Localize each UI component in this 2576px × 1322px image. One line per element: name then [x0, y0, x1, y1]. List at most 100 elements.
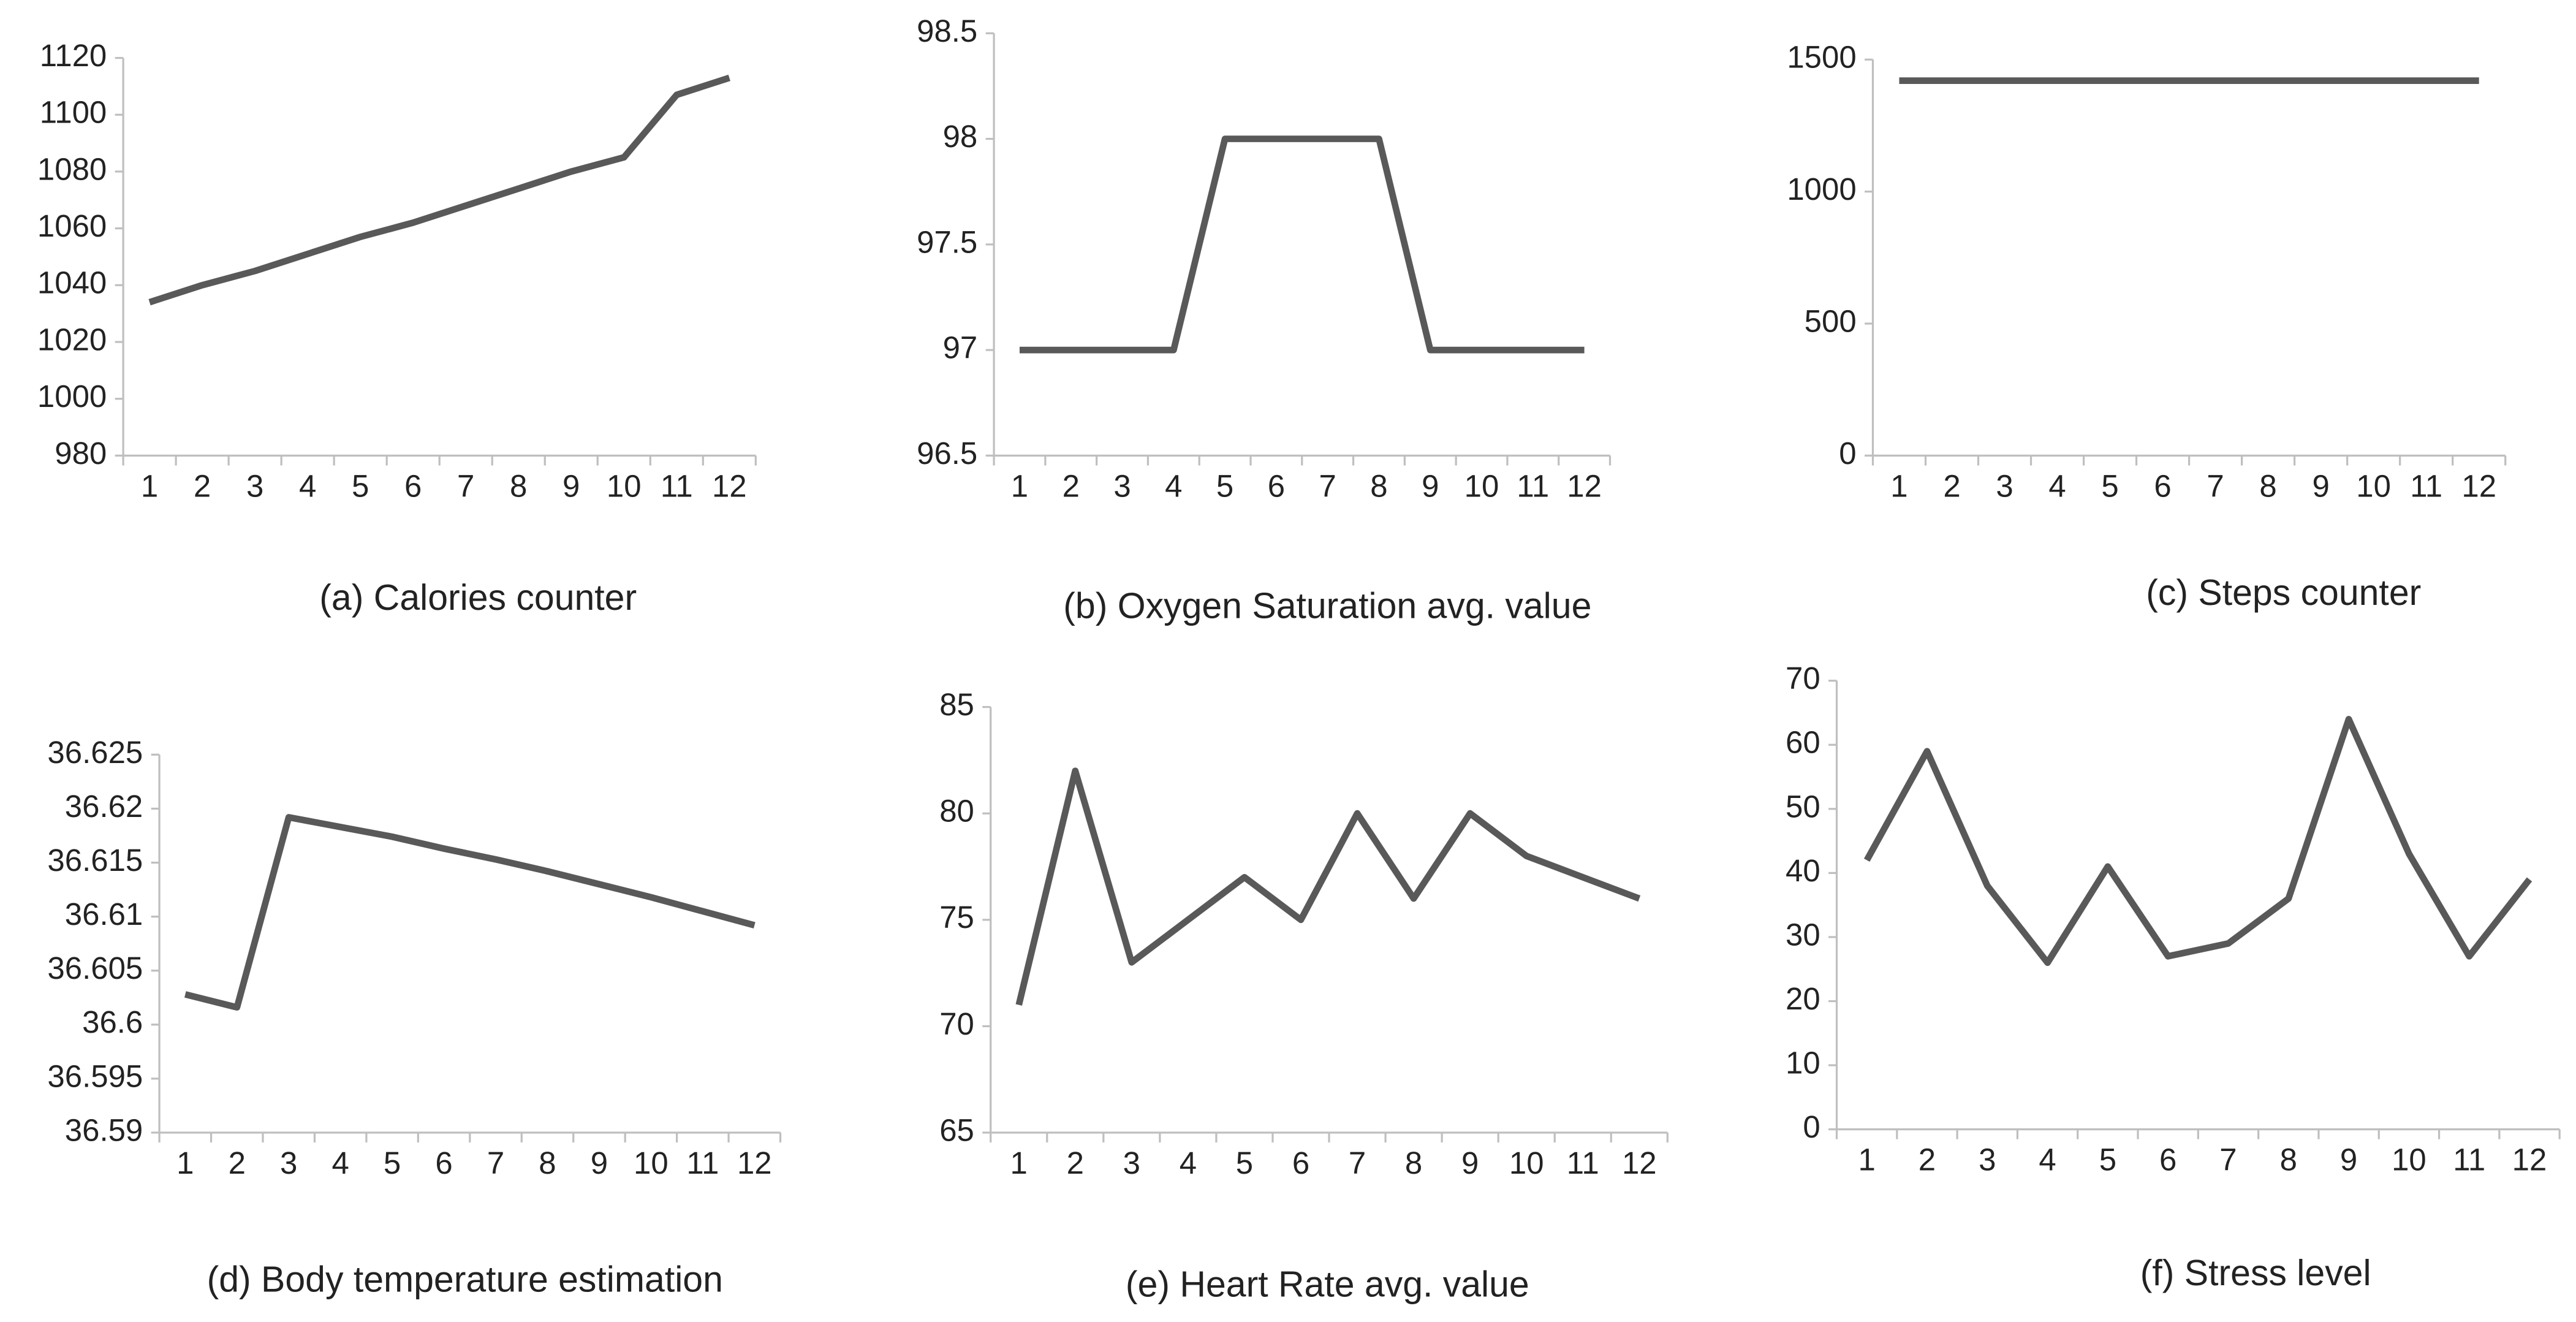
x-tick-label: 9: [591, 1145, 608, 1180]
x-tick-label: 9: [1461, 1145, 1479, 1180]
y-tick-label: 1060: [37, 208, 107, 243]
y-tick-label: 60: [1786, 725, 1820, 760]
y-tick-label: 36.605: [47, 951, 143, 986]
y-tick-label: 36.61: [65, 897, 143, 932]
x-tick-label: 3: [246, 468, 263, 503]
x-tick-label: 7: [2219, 1142, 2237, 1177]
x-tick-label: 11: [2453, 1142, 2485, 1177]
y-tick-label: 30: [1786, 917, 1820, 952]
x-tick-label: 4: [299, 468, 316, 503]
x-tick-label: 11: [686, 1145, 719, 1180]
x-tick-label: 11: [2410, 468, 2442, 503]
x-tick-label: 5: [352, 468, 369, 503]
y-tick-label: 97.5: [917, 224, 977, 259]
y-tick-label: 1120: [40, 38, 107, 73]
x-tick-label: 12: [712, 468, 747, 503]
x-tick-label: 3: [1979, 1142, 1996, 1177]
data-line: [184, 814, 756, 1011]
x-tick-label: 11: [1567, 1145, 1599, 1180]
x-tick-label: 3: [1123, 1145, 1140, 1180]
x-tick-label: 6: [435, 1145, 452, 1180]
x-tick-label: 4: [2039, 1142, 2056, 1177]
y-tick-label: 36.6: [82, 1005, 143, 1039]
x-tick-label: 7: [457, 468, 474, 503]
x-tick-label: 6: [2159, 1142, 2176, 1177]
caption: (a) Calories counter: [319, 578, 637, 618]
y-tick-label: 65: [939, 1112, 974, 1147]
x-tick-label: 8: [539, 1145, 556, 1180]
x-tick-label: 10: [1464, 468, 1499, 503]
x-tick-label: 3: [280, 1145, 297, 1180]
x-tick-label: 9: [563, 468, 580, 503]
x-tick-label: 6: [1268, 468, 1285, 503]
x-tick-label: 5: [1236, 1145, 1253, 1180]
x-tick-label: 7: [487, 1145, 504, 1180]
y-tick-label: 36.59: [65, 1112, 143, 1147]
x-tick-label: 1: [141, 468, 158, 503]
caption: (d) Body temperature estimation: [207, 1260, 723, 1300]
x-tick-label: 5: [2099, 1142, 2116, 1177]
x-tick-label: 8: [1405, 1145, 1422, 1180]
y-tick-label: 1100: [40, 95, 107, 130]
x-tick-label: 2: [1919, 1142, 1936, 1177]
x-tick-label: 2: [229, 1145, 246, 1180]
x-tick-label: 7: [1349, 1145, 1366, 1180]
x-tick-label: 3: [1113, 468, 1131, 503]
y-tick-label: 36.625: [47, 735, 143, 770]
x-tick-label: 1: [176, 1145, 194, 1180]
x-tick-label: 10: [607, 468, 642, 503]
x-tick-label: 2: [1943, 468, 1960, 503]
x-tick-label: 5: [384, 1145, 401, 1180]
y-tick-label: 80: [939, 794, 974, 829]
x-tick-label: 4: [2048, 468, 2066, 503]
y-tick-label: 96.5: [917, 436, 977, 471]
x-tick-label: 1: [1010, 1145, 1028, 1180]
data-line: [1863, 716, 2532, 967]
x-tick-label: 8: [2259, 468, 2276, 503]
y-tick-label: 1020: [37, 322, 107, 357]
x-tick-label: 5: [2101, 468, 2118, 503]
y-tick-label: 36.615: [47, 843, 143, 878]
caption: (c) Steps counter: [2146, 573, 2421, 613]
x-tick-label: 8: [510, 468, 527, 503]
x-tick-label: 12: [2461, 468, 2496, 503]
x-tick-label: 4: [1165, 468, 1182, 503]
x-tick-label: 8: [1370, 468, 1387, 503]
x-tick-label: 10: [2392, 1142, 2426, 1177]
x-tick-label: 12: [737, 1145, 772, 1180]
x-tick-label: 7: [1319, 468, 1336, 503]
x-tick-label: 1: [1890, 468, 1907, 503]
x-tick-label: 2: [1063, 468, 1080, 503]
y-tick-label: 50: [1786, 789, 1820, 824]
y-tick-label: 98.5: [917, 13, 977, 48]
x-tick-label: 1: [1858, 1142, 1875, 1177]
x-tick-label: 11: [661, 468, 693, 503]
y-tick-label: 98: [943, 119, 978, 154]
x-tick-label: 12: [1567, 468, 1602, 503]
x-tick-label: 6: [2154, 468, 2171, 503]
x-tick-label: 5: [1216, 468, 1233, 503]
x-tick-label: 2: [1067, 1145, 1084, 1180]
x-tick-label: 10: [2356, 468, 2391, 503]
x-tick-label: 11: [1517, 468, 1549, 503]
data-line: [148, 74, 730, 306]
caption: (f) Stress level: [2140, 1253, 2371, 1293]
caption: (b) Oxygen Saturation avg. value: [1063, 586, 1591, 626]
y-tick-label: 75: [939, 900, 974, 935]
y-tick-label: 36.595: [47, 1058, 143, 1093]
y-tick-label: 70: [1786, 661, 1820, 696]
x-tick-label: 9: [2340, 1142, 2357, 1177]
y-tick-label: 97: [943, 330, 978, 365]
y-tick-label: 85: [939, 687, 974, 722]
y-tick-label: 1000: [1787, 172, 1856, 207]
x-tick-label: 4: [331, 1145, 349, 1180]
x-tick-label: 10: [1509, 1145, 1544, 1180]
y-tick-label: 0: [1803, 1109, 1820, 1144]
x-tick-label: 9: [2312, 468, 2329, 503]
x-tick-label: 7: [2207, 468, 2224, 503]
y-tick-label: 980: [55, 436, 107, 471]
x-tick-label: 10: [634, 1145, 669, 1180]
y-tick-label: 20: [1786, 981, 1820, 1016]
y-tick-label: 0: [1839, 436, 1856, 471]
